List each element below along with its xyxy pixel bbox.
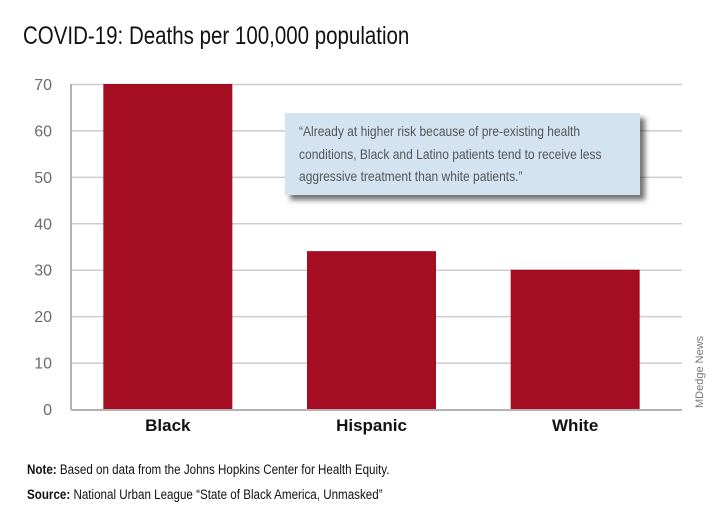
note-label: Note: bbox=[27, 462, 57, 477]
y-tick-label: 10 bbox=[34, 356, 52, 373]
source-line: Source: National Urban League “State of … bbox=[27, 487, 383, 502]
axes bbox=[70, 84, 682, 411]
y-tick-labels: 0 10 20 30 40 50 60 70 bbox=[34, 77, 52, 419]
x-tick-label: Hispanic bbox=[336, 416, 407, 435]
y-tick-label: 0 bbox=[43, 402, 52, 419]
bar-hispanic bbox=[307, 251, 436, 409]
x-tick-label: White bbox=[552, 416, 598, 435]
y-tick-label: 60 bbox=[34, 123, 52, 140]
x-tick-labels: Black Hispanic White bbox=[145, 416, 598, 435]
credit-label: MDedge News bbox=[694, 335, 706, 408]
quote-callout: “Already at higher risk because of pre-e… bbox=[285, 113, 640, 195]
y-tick-label: 50 bbox=[34, 170, 52, 187]
note-text: Based on data from the Johns Hopkins Cen… bbox=[56, 462, 390, 477]
source-text: National Urban League “State of Black Am… bbox=[70, 487, 383, 502]
bar-white bbox=[510, 269, 640, 409]
y-tick-label: 40 bbox=[34, 216, 52, 233]
quote-text: “Already at higher risk because of pre-e… bbox=[299, 123, 602, 184]
y-tick-label: 70 bbox=[34, 77, 52, 94]
note-line: Note: Based on data from the Johns Hopki… bbox=[27, 462, 389, 477]
y-tick-label: 20 bbox=[34, 309, 52, 326]
y-tick-label: 30 bbox=[34, 263, 52, 280]
bar-black bbox=[103, 84, 233, 409]
chart-title: COVID-19: Deaths per 100,000 population bbox=[23, 22, 410, 50]
source-label: Source: bbox=[27, 487, 71, 502]
bars bbox=[103, 84, 640, 409]
x-tick-label: Black bbox=[145, 416, 191, 435]
